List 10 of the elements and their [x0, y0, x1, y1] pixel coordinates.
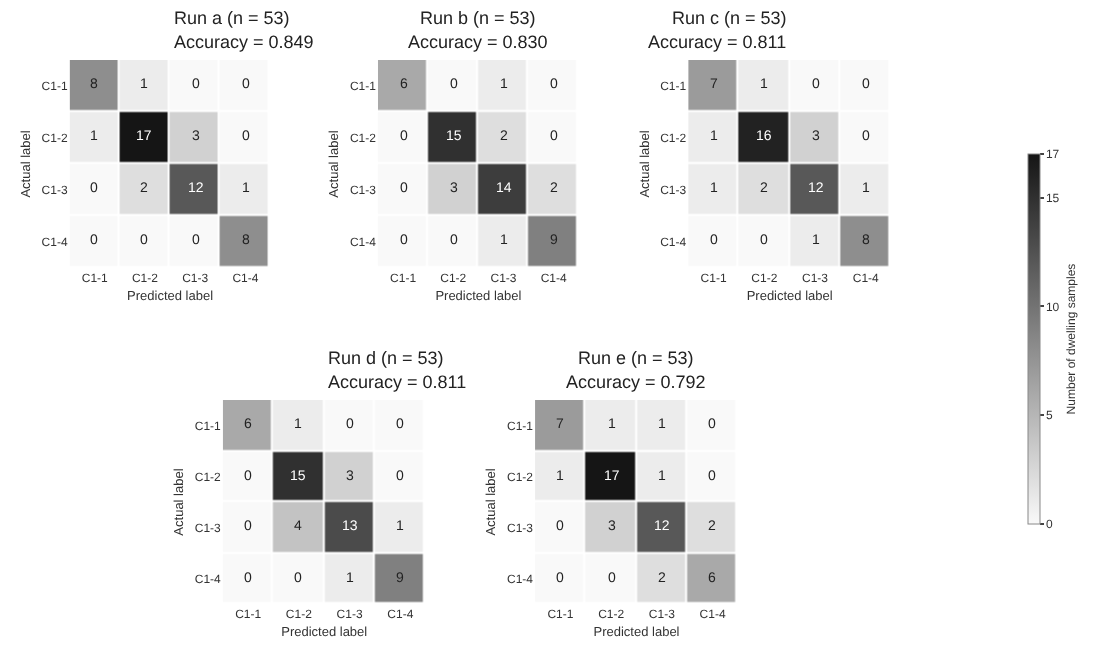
chart-subtitle: Accuracy = 0.811	[648, 32, 787, 52]
chart-title: Run b (n = 53)	[420, 8, 536, 28]
chart-subtitle: Accuracy = 0.849	[174, 32, 314, 52]
chart-subtitle: Accuracy = 0.792	[566, 372, 706, 392]
chart-title: Run d (n = 53)	[328, 348, 444, 368]
chart-title: Run c (n = 53)	[672, 8, 787, 28]
chart-title: Run e (n = 53)	[578, 348, 694, 368]
chart-title: Run a (n = 53)	[174, 8, 290, 28]
chart-subtitle: Accuracy = 0.830	[408, 32, 548, 52]
chart-subtitle: Accuracy = 0.811	[328, 372, 467, 392]
